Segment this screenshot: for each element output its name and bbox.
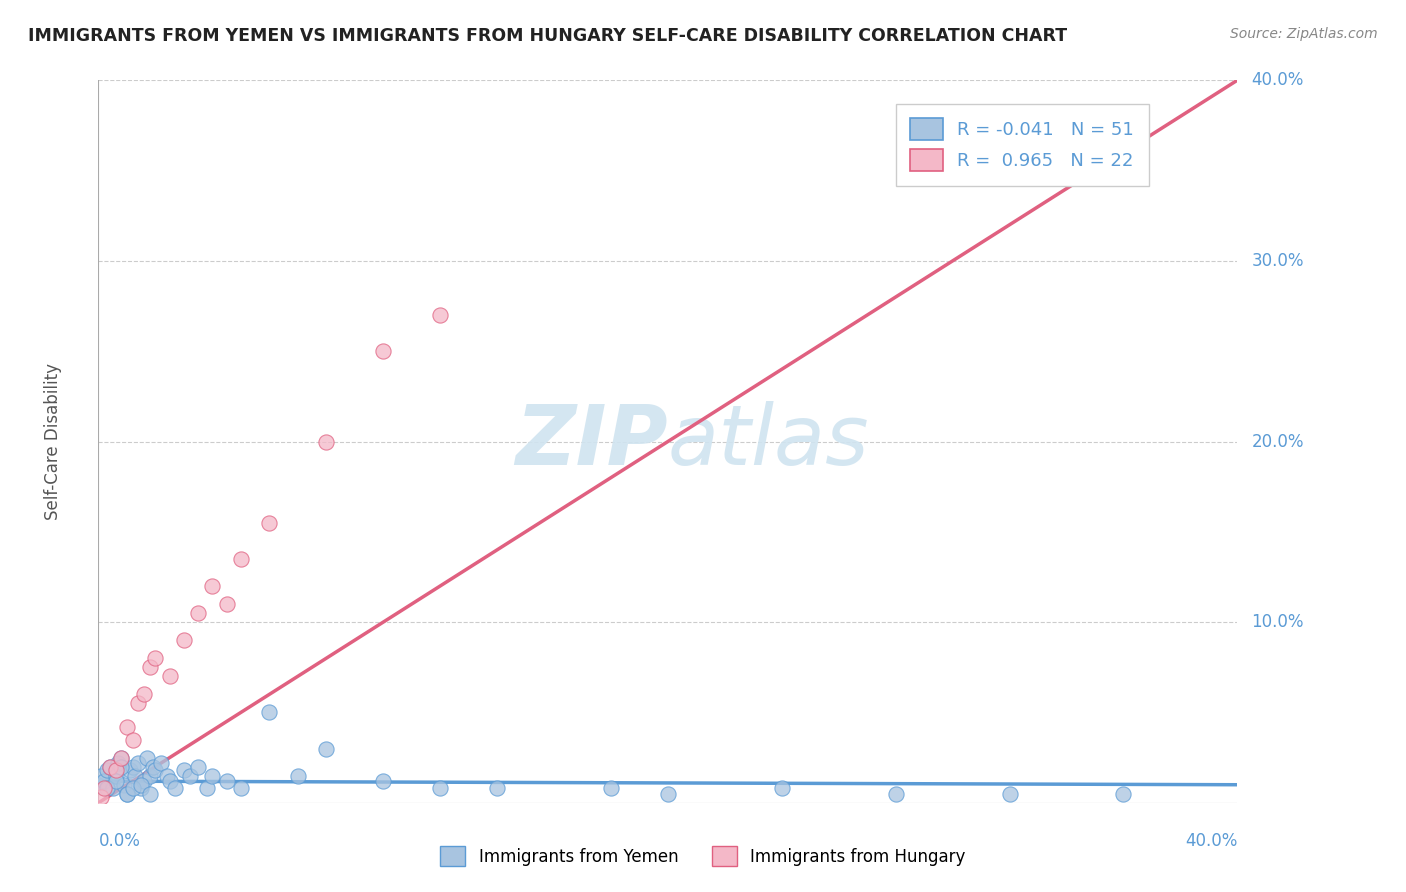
Point: [138, 787, 160, 801]
Point: [998, 787, 1021, 801]
Point: [110, 750, 132, 764]
Point: [104, 769, 127, 783]
Text: 40.0%: 40.0%: [1185, 831, 1237, 850]
Point: [110, 750, 132, 764]
Point: [127, 697, 149, 711]
Point: [173, 633, 195, 648]
Point: [90, 769, 112, 783]
Point: [159, 669, 181, 683]
Point: [132, 687, 155, 701]
Point: [115, 787, 138, 801]
Point: [138, 769, 160, 783]
Point: [101, 781, 124, 796]
Point: [110, 760, 132, 774]
Point: [115, 720, 138, 734]
Point: [373, 344, 395, 359]
Point: [118, 764, 141, 778]
Point: [104, 764, 127, 778]
Point: [657, 787, 679, 801]
Point: [179, 769, 201, 783]
Point: [124, 769, 146, 783]
Point: [429, 781, 451, 796]
Point: [215, 597, 238, 611]
Point: [145, 651, 167, 665]
Point: [141, 760, 163, 774]
Point: [121, 760, 143, 774]
Point: [93, 781, 115, 796]
Point: [165, 781, 187, 796]
Legend: R = -0.041   N = 51, R =  0.965   N = 22: R = -0.041 N = 51, R = 0.965 N = 22: [896, 103, 1149, 186]
Point: [201, 579, 224, 593]
Point: [96, 781, 118, 796]
Point: [998, 128, 1021, 142]
Point: [127, 756, 149, 770]
Point: [129, 781, 152, 796]
Point: [884, 787, 907, 801]
Point: [121, 781, 143, 796]
Point: [229, 781, 252, 796]
Point: [770, 781, 793, 796]
Point: [215, 774, 238, 789]
Text: Self-Care Disability: Self-Care Disability: [44, 363, 62, 520]
Point: [195, 781, 218, 796]
Text: 30.0%: 30.0%: [1251, 252, 1303, 270]
Point: [187, 760, 209, 774]
Point: [135, 750, 157, 764]
Text: 0.0%: 0.0%: [98, 831, 141, 850]
Point: [87, 778, 110, 792]
Text: 40.0%: 40.0%: [1251, 71, 1303, 89]
Point: [315, 434, 337, 449]
Point: [156, 769, 179, 783]
Point: [173, 764, 195, 778]
Point: [107, 756, 129, 770]
Text: ZIP: ZIP: [515, 401, 668, 482]
Text: IMMIGRANTS FROM YEMEN VS IMMIGRANTS FROM HUNGARY SELF-CARE DISABILITY CORRELATIO: IMMIGRANTS FROM YEMEN VS IMMIGRANTS FROM…: [28, 27, 1067, 45]
Point: [315, 741, 337, 756]
Point: [145, 764, 167, 778]
Point: [600, 781, 623, 796]
Text: 20.0%: 20.0%: [1251, 433, 1303, 450]
Point: [90, 790, 112, 805]
Point: [1112, 787, 1135, 801]
Point: [187, 606, 209, 620]
Point: [115, 787, 138, 801]
Point: [98, 760, 121, 774]
Point: [96, 764, 118, 778]
Point: [138, 660, 160, 674]
Point: [93, 774, 115, 789]
Point: [98, 760, 121, 774]
Point: [129, 778, 152, 792]
Text: 10.0%: 10.0%: [1251, 613, 1303, 632]
Point: [159, 774, 181, 789]
Point: [112, 778, 135, 792]
Point: [121, 732, 143, 747]
Point: [429, 308, 451, 322]
Point: [373, 774, 395, 789]
Point: [259, 706, 281, 720]
Legend: Immigrants from Yemen, Immigrants from Hungary: Immigrants from Yemen, Immigrants from H…: [432, 838, 974, 875]
Point: [132, 774, 155, 789]
Point: [104, 774, 127, 789]
Text: atlas: atlas: [668, 401, 869, 482]
Point: [150, 756, 173, 770]
Point: [486, 781, 509, 796]
Point: [287, 769, 309, 783]
Point: [201, 769, 224, 783]
Text: Source: ZipAtlas.com: Source: ZipAtlas.com: [1230, 27, 1378, 41]
Point: [229, 552, 252, 566]
Point: [259, 516, 281, 530]
